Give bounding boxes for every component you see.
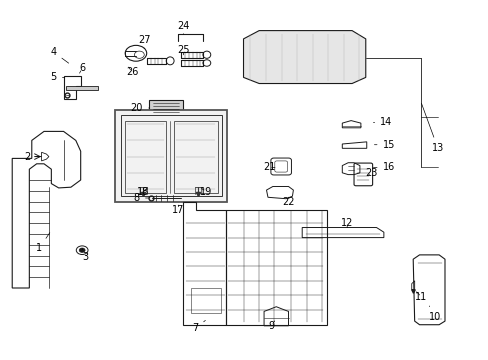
FancyBboxPatch shape — [115, 110, 227, 202]
Text: 11: 11 — [414, 292, 427, 302]
Text: 27: 27 — [138, 35, 150, 49]
Text: 22: 22 — [282, 197, 294, 207]
Polygon shape — [66, 86, 98, 90]
Text: 12: 12 — [340, 218, 353, 228]
Text: 14: 14 — [373, 117, 392, 127]
Text: 26: 26 — [125, 67, 138, 77]
Text: 6: 6 — [79, 63, 85, 73]
Polygon shape — [149, 100, 183, 115]
Text: 25: 25 — [177, 45, 189, 55]
Text: 4: 4 — [51, 47, 68, 63]
Text: 16: 16 — [373, 162, 394, 172]
Text: 15: 15 — [374, 140, 394, 150]
Text: 19: 19 — [200, 186, 212, 197]
Polygon shape — [243, 31, 365, 84]
Text: 13: 13 — [421, 103, 443, 153]
Text: 1: 1 — [36, 233, 50, 253]
Text: 24: 24 — [177, 21, 189, 34]
Text: 17: 17 — [172, 204, 184, 215]
Text: 3: 3 — [82, 248, 88, 262]
Text: 8: 8 — [134, 193, 148, 203]
Text: 21: 21 — [262, 162, 275, 172]
Text: 18: 18 — [136, 186, 149, 197]
Text: 2: 2 — [24, 152, 41, 162]
Text: 10: 10 — [428, 306, 441, 322]
Text: 7: 7 — [192, 320, 205, 333]
Text: 9: 9 — [268, 321, 274, 331]
Text: 23: 23 — [365, 168, 377, 178]
Circle shape — [79, 248, 85, 252]
Text: 20: 20 — [130, 103, 149, 113]
Text: 5: 5 — [51, 72, 64, 82]
